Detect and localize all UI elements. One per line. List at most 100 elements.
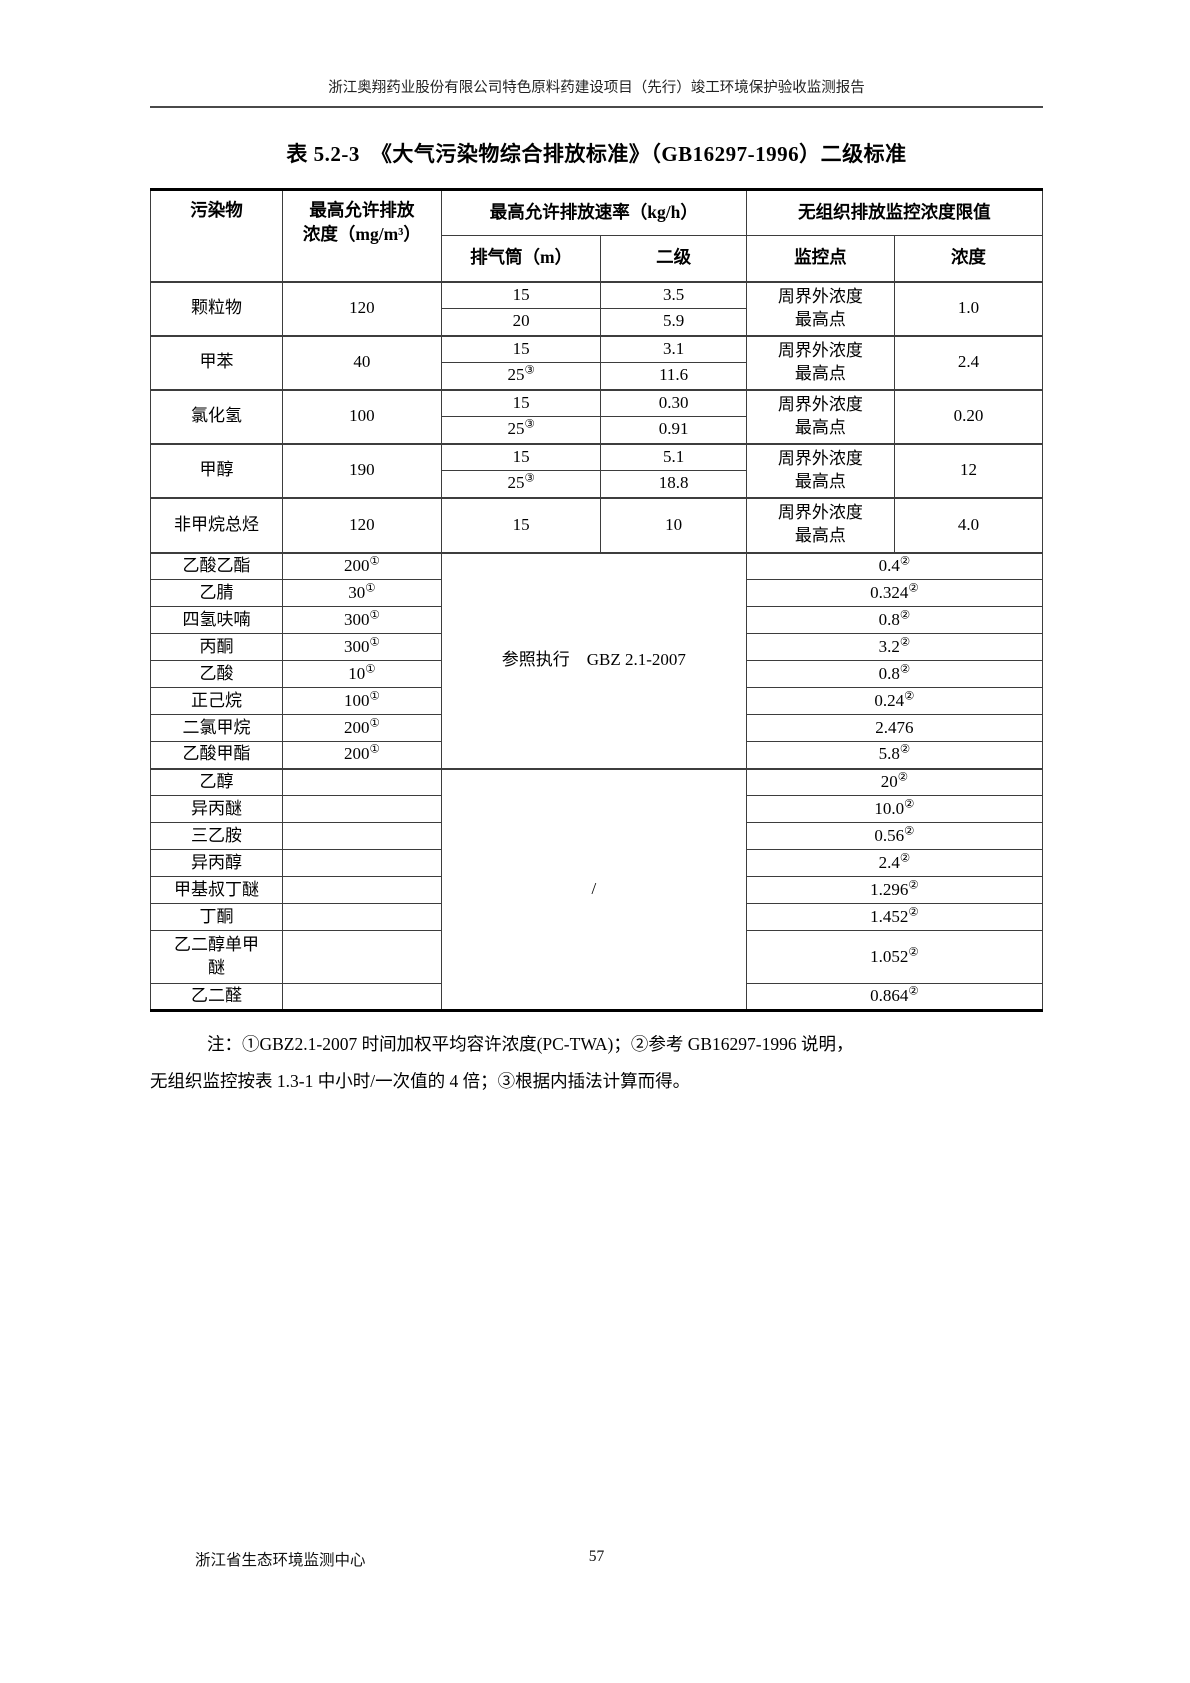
note-line-2: 无组织监控按表 1.3-1 中小时/一次值的 4 倍；③根据内插法计算而得。 [150, 1071, 691, 1091]
cell-limit: 20② [745, 767, 1044, 796]
cell-pollutant: 甲醇 [149, 442, 284, 498]
cell-max-conc: 300① [282, 606, 442, 634]
table-row: 异丙醚 10.0② [149, 795, 1044, 823]
conc-value: 200 [343, 717, 370, 737]
cell-max-conc: 120 [282, 496, 442, 553]
col-header-max-conc-line2: 浓度（mg/m³） [302, 223, 421, 244]
stack-value: 15 [512, 446, 530, 466]
cell-pollutant: 甲基叔丁醚 [149, 876, 284, 904]
cell-rate: 3.1 [600, 334, 747, 363]
limit-value: 1.452 [870, 906, 909, 926]
limit-value: 1.052 [870, 946, 909, 966]
limit-value: 2.476 [875, 717, 914, 737]
footnote-mark: ① [365, 581, 376, 594]
cell-limit: 0.864② [745, 983, 1044, 1011]
footnote-mark: ② [899, 743, 911, 756]
cell-limit: 2.476 [745, 714, 1044, 742]
cell-limit: 1.296② [745, 876, 1044, 904]
page-number: 57 [588, 1548, 605, 1565]
cell-limit: 0.324② [745, 579, 1044, 607]
cell-max-conc: 100① [282, 687, 442, 715]
footnote-mark: ③ [524, 472, 535, 485]
cell-pollutant: 二氯甲烷 [149, 714, 284, 742]
table-row: 乙酸乙酯 200① 参照执行 GBZ 2.1-2007 0.4② [149, 551, 1044, 769]
limit-value: 0.24 [874, 690, 905, 710]
footnote-mark: ② [908, 581, 919, 594]
table-row: 丁酮 1.452② [149, 903, 1044, 931]
cell-max-conc: 190 [282, 442, 442, 498]
cell-reference-standard: / [440, 767, 747, 1011]
cell-pollutant: 三乙胺 [149, 822, 284, 850]
cell-pollutant: 甲苯 [149, 334, 284, 390]
cell-limit: 1.452② [745, 903, 1044, 931]
pollutant-name: 乙二醇单甲醚 [174, 935, 259, 977]
limit-value: 10.0 [874, 798, 905, 818]
cell-stack-height: 15 [440, 334, 602, 363]
limit-value: 0.8 [878, 609, 900, 629]
cell-stack-height: 15 [440, 496, 602, 553]
cell-reference-standard: 参照执行 GBZ 2.1-2007 [440, 551, 747, 769]
stack-value: 15 [512, 338, 530, 358]
footnote-mark: ② [908, 985, 919, 998]
table-row: 三乙胺 0.56② [149, 822, 1044, 850]
footnote-mark: ② [899, 662, 911, 675]
cell-limit: 0.56② [745, 822, 1044, 850]
table-row: 甲苯 40 15 3.1 周界外浓度最高点 2.4 [149, 334, 1044, 390]
limit-value: 5.8 [878, 744, 900, 764]
monitor-point-text: 周界外浓度最高点 [777, 394, 863, 437]
cell-stack-height: 25③ [440, 362, 602, 390]
cell-max-conc: 200① [282, 714, 442, 742]
limit-value: 2.4 [878, 852, 900, 872]
cell-limit: 0.20 [893, 388, 1044, 444]
monitor-point-text: 周界外浓度最高点 [777, 340, 863, 383]
standards-table: 污染物 最高允许排放 浓度（mg/m³） 最高允许排放速率（kg/h） 无组织排放… [149, 188, 1044, 1012]
cell-pollutant: 异丙醇 [149, 849, 284, 877]
cell-pollutant: 异丙醚 [149, 795, 284, 823]
footnote-mark: ③ [524, 418, 535, 431]
limit-value: 0.864 [870, 986, 909, 1006]
cell-max-conc [282, 822, 442, 850]
conc-value: 100 [343, 690, 370, 710]
cell-pollutant: 非甲烷总烃 [149, 496, 284, 553]
cell-monitor-point: 周界外浓度最高点 [745, 334, 895, 390]
cell-pollutant: 乙二醇单甲醚 [149, 930, 284, 984]
table-note: 注：①GBZ2.1-2007 时间加权平均容许浓度(PC-TWA)；②参考 GB… [150, 1026, 1043, 1100]
footnote-mark: ② [908, 905, 919, 918]
cell-limit: 2.4② [745, 849, 1044, 877]
cell-pollutant: 正己烷 [149, 687, 284, 715]
cell-max-conc: 120 [282, 280, 442, 336]
cell-max-conc [282, 767, 442, 796]
footnote-mark: ② [899, 555, 911, 568]
col-header-monitor-point: 监控点 [745, 235, 895, 283]
cell-limit: 5.8② [745, 741, 1044, 769]
footnote-mark: ② [904, 797, 915, 810]
cell-limit: 10.0② [745, 795, 1044, 823]
cell-max-conc [282, 930, 442, 984]
cell-limit: 2.4 [893, 334, 1044, 390]
cell-stack-height: 25③ [440, 470, 602, 498]
footnote-mark: ① [369, 743, 380, 756]
footnote-mark: ① [369, 555, 380, 568]
footnote-mark: ② [899, 608, 911, 621]
table-row: 非甲烷总烃 120 15 10 周界外浓度最高点 4.0 [149, 496, 1044, 553]
conc-value: 200 [343, 555, 370, 575]
table-row: 二氯甲烷 200① 2.476 [149, 714, 1044, 742]
cell-rate: 3.5 [600, 280, 747, 309]
footnote-mark: ① [365, 662, 376, 675]
cell-rate: 5.1 [600, 442, 747, 471]
cell-monitor-point: 周界外浓度最高点 [745, 280, 895, 336]
cell-max-conc: 300① [282, 633, 442, 661]
cell-limit: 0.8② [745, 660, 1044, 688]
cell-pollutant: 乙二醛 [149, 983, 284, 1011]
cell-limit: 1.0 [893, 280, 1044, 336]
cell-max-conc: 200① [282, 741, 442, 769]
limit-value: 20 [880, 771, 898, 791]
footnote-mark: ② [908, 878, 919, 891]
stack-value: 25 [507, 473, 525, 493]
stack-value: 15 [512, 284, 530, 304]
limit-value: 3.2 [878, 636, 900, 656]
table-header-row-1: 污染物 最高允许排放 浓度（mg/m³） 最高允许排放速率（kg/h） 无组织排放… [149, 189, 1044, 282]
footnote-mark: ② [899, 635, 911, 648]
cell-limit: 4.0 [893, 496, 1044, 553]
cell-pollutant: 乙醇 [149, 767, 284, 796]
